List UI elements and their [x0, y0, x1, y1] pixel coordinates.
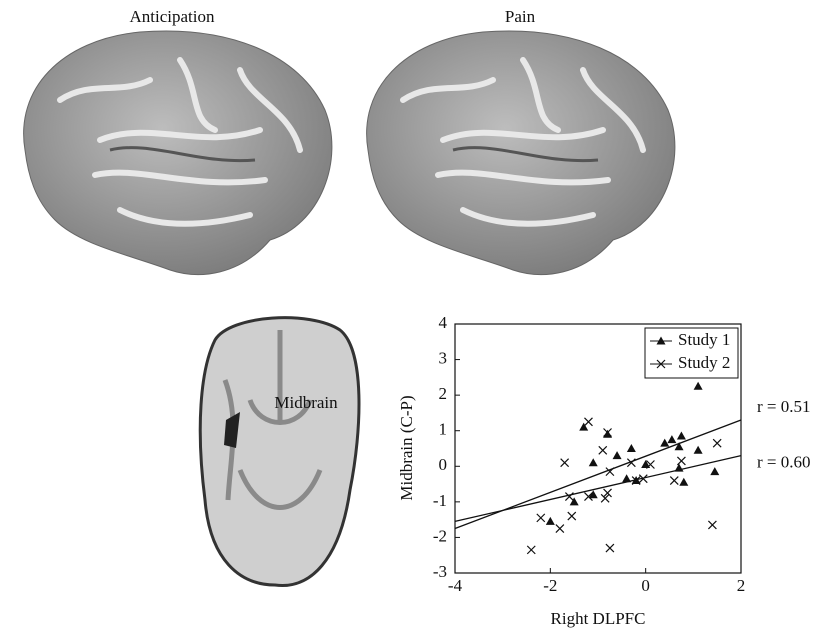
slice-label: Midbrain: [274, 393, 338, 412]
point: [675, 464, 684, 472]
point: [584, 418, 592, 426]
y-tick-label: 4: [439, 313, 448, 332]
point: [694, 446, 703, 454]
point: [679, 478, 688, 486]
panel-label: Pain: [505, 7, 536, 26]
point: [708, 521, 716, 529]
point: [568, 512, 576, 520]
x-tick-label: -2: [543, 576, 557, 595]
point: [537, 514, 545, 522]
fit-line: [455, 420, 741, 528]
fit-label: r = 0.60: [757, 453, 811, 472]
point: [622, 474, 631, 482]
y-axis-label: Midbrain (C-P): [397, 395, 416, 500]
y-tick-label: -2: [433, 526, 447, 545]
point: [556, 525, 564, 533]
fit-label: r = 0.51: [757, 397, 811, 416]
brain-slice: [200, 318, 359, 586]
point: [546, 517, 555, 525]
point: [606, 468, 614, 476]
y-tick-label: 3: [439, 348, 448, 367]
point: [677, 432, 686, 440]
brain-render-right: [367, 31, 675, 275]
y-tick-label: 2: [439, 384, 448, 403]
point: [606, 544, 614, 552]
x-tick-label: 2: [737, 576, 746, 595]
figure: Anticipation Pain Midbrain Right DLPFC M…: [0, 0, 831, 634]
y-tick-label: -1: [433, 491, 447, 510]
point: [677, 457, 685, 465]
y-tick-label: 1: [439, 420, 448, 439]
legend-label: Study 2: [678, 353, 730, 372]
point: [675, 442, 684, 450]
brain-render-left: [24, 31, 332, 275]
y-tick-label: 0: [439, 455, 448, 474]
point: [713, 439, 721, 447]
point: [694, 382, 703, 390]
point: [710, 467, 719, 475]
x-tick-label: -4: [448, 576, 463, 595]
point: [527, 546, 535, 554]
point: [589, 458, 598, 466]
point: [613, 451, 622, 459]
panel-label: Anticipation: [130, 7, 215, 26]
legend-label: Study 1: [678, 330, 730, 349]
x-axis-label: Right DLPFC: [551, 609, 646, 628]
point: [565, 493, 573, 501]
point: [667, 435, 676, 443]
point: [627, 444, 636, 452]
fit-line: [455, 456, 741, 522]
point: [603, 430, 612, 438]
point: [561, 459, 569, 467]
point: [599, 446, 607, 454]
x-tick-label: 0: [641, 576, 650, 595]
y-tick-label: -3: [433, 562, 447, 581]
point: [670, 477, 678, 485]
